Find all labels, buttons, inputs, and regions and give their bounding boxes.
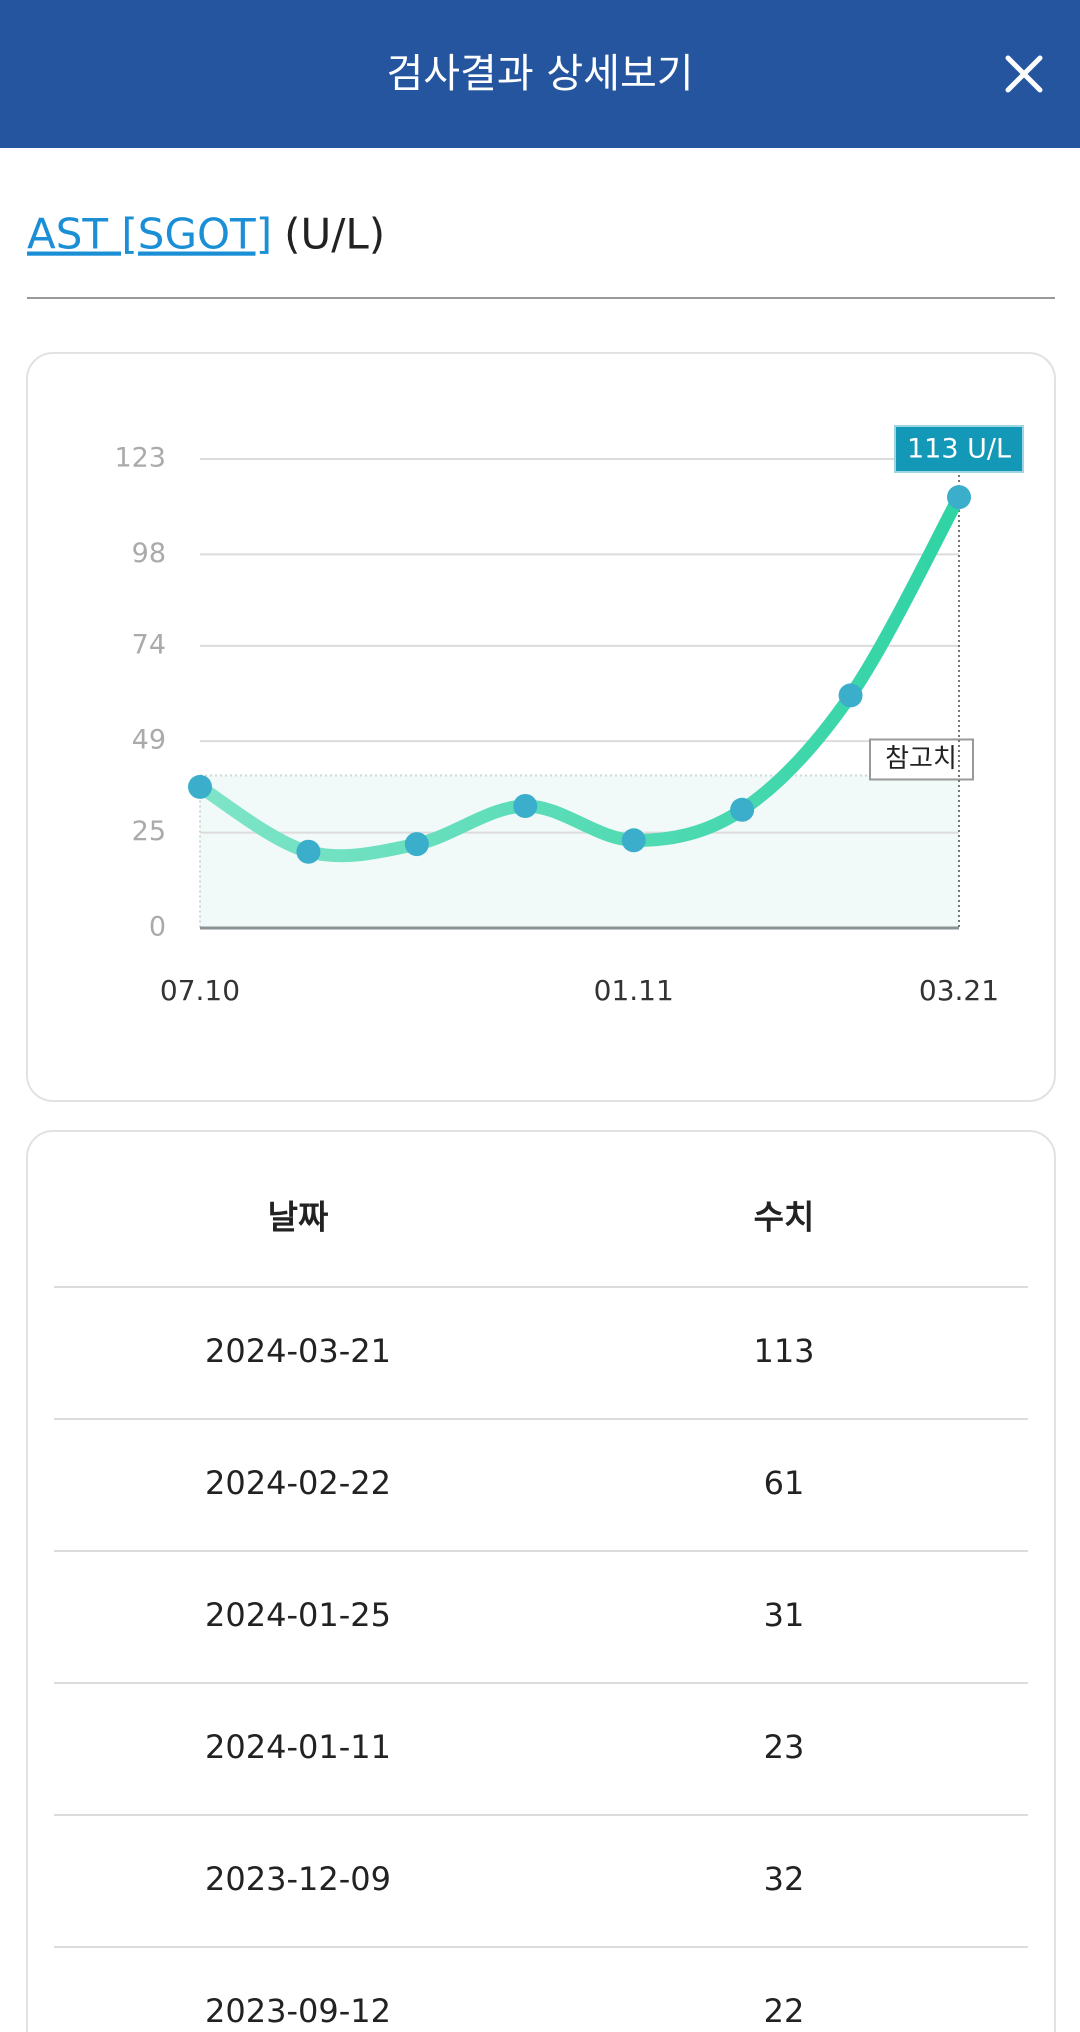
header-title: 검사결과 상세보기 xyxy=(386,51,693,97)
table-cell: 23 xyxy=(764,1728,805,1766)
table-cell: 2024-01-25 xyxy=(205,1596,391,1634)
y-tick-label: 123 xyxy=(114,443,166,474)
reference-label-box xyxy=(869,738,974,781)
chart: 0 25 49 74 98 123 07.10 01.11 03.21 참고치 113 U/L xyxy=(114,425,1024,1007)
close-button[interactable] xyxy=(1005,55,1043,93)
point xyxy=(947,485,971,510)
table-cell: 22 xyxy=(764,1992,805,2030)
reference-label-text: 참고치 xyxy=(885,744,957,774)
table-cell: 61 xyxy=(764,1464,805,1502)
point xyxy=(730,797,755,822)
header-bar xyxy=(0,0,1080,148)
table-header: 수치 xyxy=(754,1198,815,1237)
point xyxy=(513,793,538,818)
y-tick-label: 49 xyxy=(132,725,166,756)
x-tick-label: 01.11 xyxy=(594,974,674,1007)
y-tick-label: 98 xyxy=(132,538,166,569)
table-header: 날짜 xyxy=(268,1198,329,1237)
table-cell: 2023-09-12 xyxy=(205,1992,391,2030)
tooltip-text: 113 U/L xyxy=(907,434,1011,465)
y-tick-label: 74 xyxy=(132,629,166,660)
table-cell: 2024-01-11 xyxy=(205,1728,391,1766)
table-cell: 32 xyxy=(764,1860,805,1898)
table-cell: 2024-03-21 xyxy=(205,1332,391,1370)
point xyxy=(838,683,863,708)
point xyxy=(404,832,429,857)
test-name[interactable]: AST [SGOT] xyxy=(27,210,272,259)
x-tick-label: 03.21 xyxy=(919,974,999,1007)
y-tick-label: 25 xyxy=(132,816,166,847)
table-card xyxy=(26,1130,1056,2032)
table-cell: 31 xyxy=(764,1596,805,1634)
table-cell: 2024-02-22 xyxy=(205,1464,391,1502)
y-tick-label: 0 xyxy=(149,912,166,943)
table-cell: 2023-12-09 xyxy=(205,1860,391,1898)
table: 날짜 수치 2024-03-21 113 2024-02-22 61 2024-01-25 3… xyxy=(54,1198,1028,2030)
point xyxy=(296,839,321,864)
reference-label: 참고치 xyxy=(869,738,974,781)
x-tick-label: 07.10 xyxy=(160,974,240,1007)
point xyxy=(188,774,212,799)
tooltip-box xyxy=(894,425,1024,473)
table-cell: 113 xyxy=(753,1332,814,1370)
unit: (U/L) xyxy=(284,210,385,259)
point xyxy=(621,828,646,853)
